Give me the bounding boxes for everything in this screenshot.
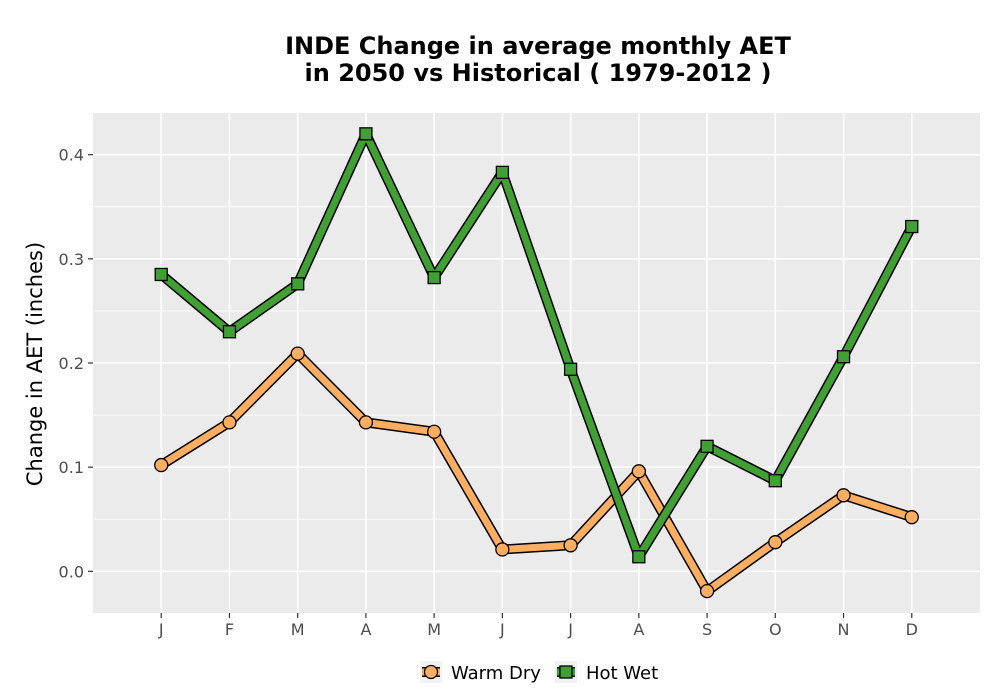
- x-tick-label: J: [499, 620, 505, 639]
- x-tick-label: M: [291, 620, 305, 639]
- data-point-hot-wet: [291, 277, 305, 291]
- y-tick-label: 0.3: [59, 250, 84, 269]
- x-tick-label: J: [158, 620, 164, 639]
- data-point-warm-dry: [290, 346, 305, 361]
- y-axis-title: Change in AET (inches): [23, 242, 47, 486]
- y-tick-label: 0.2: [59, 354, 84, 373]
- x-tick-label: A: [360, 620, 371, 639]
- series-line-hot-wet: [157, 130, 916, 561]
- data-point-hot-wet: [427, 270, 441, 285]
- data-point-warm-dry: [768, 535, 783, 550]
- x-tick-label: M: [427, 620, 441, 639]
- data-point-warm-dry: [154, 457, 169, 473]
- data-point-hot-wet: [905, 219, 919, 234]
- y-tick-label: 0.1: [59, 458, 84, 477]
- legend-item-hot-wet: Hot Wet: [554, 661, 658, 684]
- data-point-hot-wet: [563, 362, 578, 376]
- x-tick-label: N: [838, 620, 850, 639]
- x-tick-label: S: [702, 620, 712, 639]
- data-point-warm-dry: [904, 510, 919, 525]
- data-point-warm-dry: [222, 415, 237, 430]
- data-point-hot-wet: [495, 165, 510, 180]
- series-warm-dry: [154, 346, 919, 599]
- data-point-warm-dry: [631, 464, 646, 479]
- data-point-warm-dry: [836, 488, 851, 503]
- data-point-hot-wet: [768, 474, 782, 488]
- x-tick-label: A: [633, 620, 644, 639]
- y-tick-label: 0.4: [59, 146, 84, 165]
- data-point-warm-dry: [699, 583, 715, 599]
- data-point-hot-wet: [154, 267, 168, 282]
- data-point-warm-dry: [495, 542, 510, 557]
- x-tick-label: J: [567, 620, 573, 639]
- series-layer: [154, 127, 919, 599]
- x-tick-label: D: [906, 620, 918, 639]
- legend-label-warm-dry: Warm Dry: [451, 663, 541, 684]
- legend-marker: [423, 664, 439, 680]
- y-axis-ticks: 0.0 0.1 0.2 0.3 0.4: [59, 146, 93, 581]
- data-point-hot-wet: [222, 325, 237, 339]
- data-point-warm-dry: [358, 415, 374, 430]
- legend: Warm Dry Hot Wet: [420, 661, 658, 684]
- series-line-warm-dry: [157, 350, 916, 595]
- data-point-hot-wet: [359, 127, 373, 141]
- x-tick-label: O: [769, 620, 782, 639]
- legend-label-hot-wet: Hot Wet: [586, 663, 658, 684]
- data-point-hot-wet: [836, 350, 851, 364]
- data-point-warm-dry: [563, 538, 578, 553]
- data-point-hot-wet: [632, 550, 646, 564]
- major-gridlines: [93, 113, 980, 613]
- x-tick-label: F: [225, 620, 234, 639]
- chart-title-line-1: INDE Change in average monthly AET: [285, 32, 791, 60]
- legend-item-warm-dry: Warm Dry: [420, 661, 541, 684]
- data-point-hot-wet: [700, 439, 714, 453]
- legend-marker: [559, 665, 573, 679]
- series-hot-wet: [154, 127, 919, 564]
- data-point-warm-dry: [427, 424, 442, 439]
- y-tick-label: 0.0: [59, 562, 84, 581]
- chart-title-line-2: in 2050 vs Historical ( 1979-2012 ): [305, 59, 772, 87]
